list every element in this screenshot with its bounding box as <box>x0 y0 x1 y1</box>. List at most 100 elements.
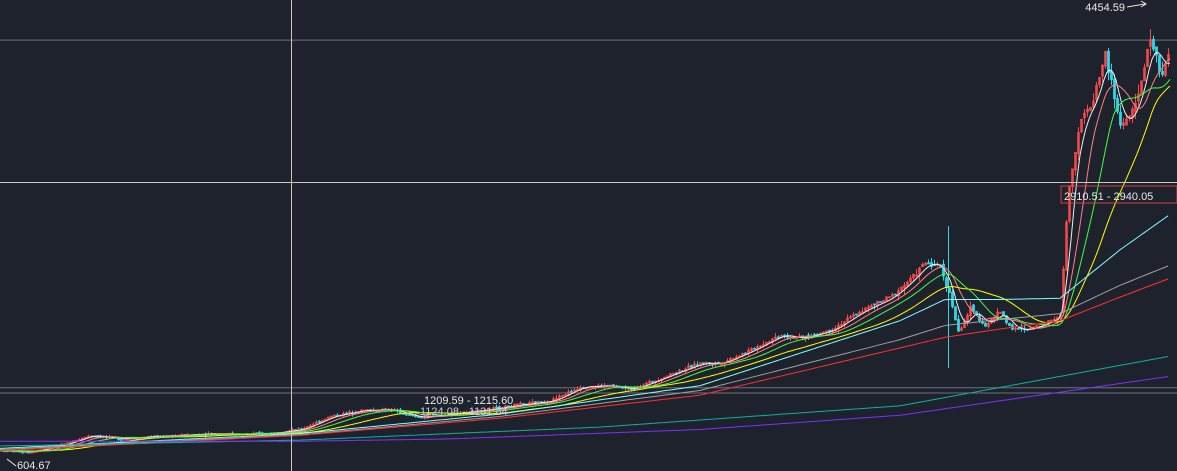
candle-body <box>651 380 654 383</box>
candle-body <box>759 345 762 348</box>
candle-body <box>960 327 963 331</box>
candle-body <box>1017 327 1020 330</box>
grid-layer <box>0 39 1177 394</box>
candle-body <box>753 347 756 350</box>
candle-body <box>645 382 648 385</box>
high-arrow <box>1126 3 1146 8</box>
candle-body <box>495 406 498 409</box>
candle-body <box>903 284 906 289</box>
high-price-label: 4454.59 <box>1085 2 1125 14</box>
candle-body <box>1161 70 1164 75</box>
candle-body <box>672 372 675 375</box>
candle-body <box>324 418 327 421</box>
candle-body <box>570 391 573 393</box>
candle-body <box>795 337 798 340</box>
candle-body <box>678 369 681 374</box>
candle-body <box>927 262 930 265</box>
candle-body <box>957 319 960 332</box>
moving-average-line <box>0 376 1169 442</box>
candle-body <box>1167 54 1170 61</box>
candle-body <box>1002 311 1005 317</box>
candle-body <box>855 313 858 316</box>
candle-body <box>1065 221 1068 271</box>
moving-average-line <box>0 356 1169 447</box>
candle-body <box>1077 132 1080 155</box>
candle-body <box>999 311 1002 314</box>
candle-body <box>1074 151 1077 171</box>
candle-body <box>912 273 915 279</box>
candle-body <box>531 401 534 404</box>
candle-body <box>1155 46 1158 56</box>
candle-body <box>852 314 855 318</box>
candle-body <box>1140 80 1143 95</box>
candle-body <box>312 423 315 426</box>
candle-body <box>330 415 333 418</box>
candle-body <box>564 394 567 397</box>
range-label-3: 2910.51 - 2940.05 <box>1064 191 1153 203</box>
candle-body <box>915 274 918 277</box>
candle-body <box>1050 319 1053 322</box>
candle-body <box>1137 93 1140 102</box>
candle-body <box>984 322 987 327</box>
candle-layer <box>3 29 1170 454</box>
candle-body <box>873 303 876 306</box>
candle-body <box>882 300 885 303</box>
candle-body <box>777 336 780 339</box>
candle-body <box>894 293 897 296</box>
candle-body <box>648 381 651 384</box>
candle-body <box>846 317 849 322</box>
moving-average-layer <box>0 51 1171 453</box>
candle-body <box>408 414 411 416</box>
candle-body <box>30 451 33 454</box>
candle-body <box>702 362 705 365</box>
candle-body <box>744 352 747 355</box>
candle-body <box>519 402 522 405</box>
range-label-2: 1124.08 - 1131.84 <box>420 406 508 418</box>
candle-body <box>1152 38 1155 50</box>
candle-body <box>1095 85 1098 100</box>
candle-body <box>1089 107 1092 111</box>
moving-average-line <box>0 58 1171 452</box>
candle-body <box>924 262 927 266</box>
candle-body <box>333 414 336 417</box>
candle-body <box>945 277 948 288</box>
candle-body <box>258 431 261 434</box>
candle-body <box>879 301 882 303</box>
candle-body <box>813 334 816 336</box>
candle-body <box>840 324 843 326</box>
candle-body <box>750 348 753 352</box>
candle-body <box>1119 111 1122 126</box>
candle-body <box>921 263 924 267</box>
candle-body <box>405 413 408 416</box>
candle-body <box>864 307 867 312</box>
candle-body <box>987 322 990 327</box>
candle-body <box>1014 327 1017 330</box>
candle-body <box>972 304 975 312</box>
moving-average-line <box>0 85 1171 452</box>
moving-average-line <box>0 265 1169 451</box>
candle-body <box>687 365 690 369</box>
candle-body <box>561 395 564 397</box>
candle-body <box>891 293 894 297</box>
range-box-3 <box>1060 185 1177 204</box>
low-price-label: 604.67 <box>17 460 51 471</box>
candle-body <box>417 416 420 418</box>
candle-body <box>1083 112 1086 119</box>
candle-body <box>297 428 300 431</box>
candle-body <box>66 442 69 445</box>
candle-body <box>1149 39 1152 47</box>
candle-body <box>87 435 90 438</box>
candle-body <box>858 311 861 315</box>
candle-body <box>849 316 852 319</box>
candle-body <box>1122 122 1125 126</box>
candle-body <box>1104 51 1107 67</box>
candle-body <box>969 306 972 317</box>
candle-body <box>1008 322 1011 327</box>
candle-body <box>762 344 765 347</box>
candle-body <box>693 363 696 369</box>
candle-body <box>900 286 903 291</box>
candle-body <box>315 421 318 425</box>
